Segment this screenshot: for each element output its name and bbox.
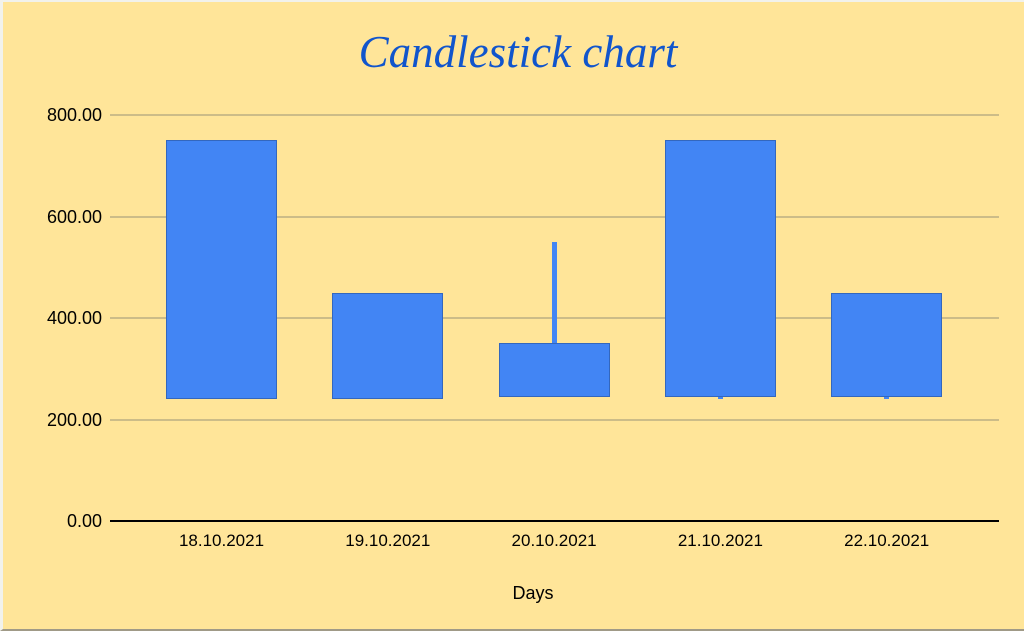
candle-body[interactable] — [332, 292, 444, 400]
y-tick-label: 200.00 — [46, 409, 102, 430]
x-tick-label: 18.10.2021 — [178, 531, 265, 550]
x-axis-title: Days — [512, 583, 554, 603]
y-tick-label: 0.00 — [66, 511, 102, 531]
gridline — [110, 215, 999, 218]
y-tick-label: 800.00 — [46, 105, 102, 125]
gridline — [110, 418, 999, 421]
candle-body[interactable] — [664, 140, 776, 397]
candle-body[interactable] — [166, 140, 277, 400]
candle-body[interactable] — [831, 292, 943, 397]
y-tick-label: 400.00 — [46, 308, 102, 328]
plot-area: 800.00 600.00 400.00 200.00 0.00 18.10.2021 19… — [3, 2, 1024, 629]
candle-wick[interactable] — [551, 241, 557, 397]
gridline — [110, 114, 999, 116]
x-tick-label: 21.10.2021 — [677, 531, 763, 550]
x-tick-label: 22.10.2021 — [844, 531, 930, 550]
x-tick-label: 20.10.2021 — [511, 531, 597, 550]
x-tick-label: 19.10.2021 — [345, 531, 431, 550]
candle-body[interactable] — [498, 343, 610, 397]
y-tick-label: 600.00 — [46, 206, 102, 227]
chart-title: Candlestick chart — [358, 27, 678, 77]
x-axis-line — [110, 520, 999, 522]
